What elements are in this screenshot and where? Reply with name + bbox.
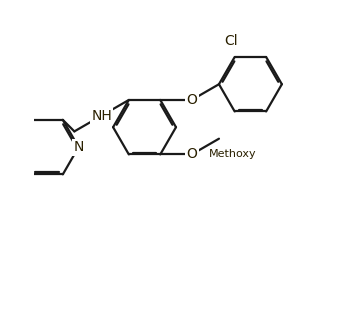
Text: Cl: Cl	[225, 34, 238, 48]
Text: Methoxy: Methoxy	[209, 150, 257, 160]
Text: O: O	[186, 148, 197, 162]
Text: N: N	[73, 140, 84, 154]
Text: NH: NH	[91, 109, 112, 123]
Text: O: O	[186, 93, 197, 107]
